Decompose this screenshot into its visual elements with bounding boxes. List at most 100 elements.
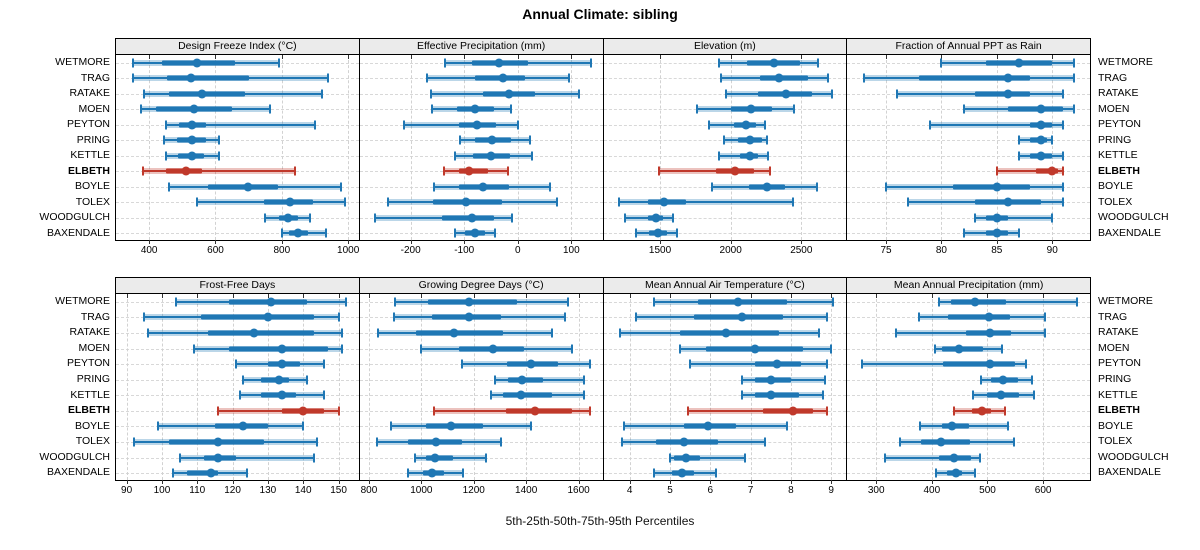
cap-95th: [743, 453, 746, 463]
vertical-gridline: [578, 294, 580, 480]
site-label-ratake: RATAKE: [1098, 87, 1139, 99]
panel-plot-1: 400 600 800 1000: [115, 54, 360, 256]
range-25-75-bar: [1035, 168, 1058, 174]
horizontal-gridline: [116, 155, 359, 157]
cap-95th: [1043, 328, 1046, 338]
cap-5th: [164, 120, 167, 130]
cap-5th: [171, 468, 174, 478]
cap-5th: [432, 182, 435, 192]
cap-95th: [763, 437, 766, 447]
cap-5th: [618, 197, 621, 207]
axis-tick-top: [876, 294, 878, 298]
range-5-95-line: [996, 170, 1064, 173]
median-dot: [277, 344, 287, 354]
cap-5th: [934, 344, 937, 354]
site-label-tolex: TOLEX: [1098, 435, 1133, 448]
axis-tick-top: [126, 294, 128, 298]
axis-tick: [801, 240, 803, 244]
panel-strip-title: Mean Annual Air Temperature (°C): [602, 277, 848, 294]
axis-tick-top: [886, 55, 888, 59]
cap-5th: [723, 135, 726, 145]
site-label-peyton: PEYTON: [67, 357, 110, 370]
axis-tick-label: 400: [140, 245, 158, 256]
horizontal-gridline: [847, 217, 1090, 219]
range-25-75-bar: [919, 75, 1031, 81]
cap-5th: [238, 390, 241, 400]
site-label-moen: MOEN: [78, 341, 111, 354]
site-label-woodgulch: WOODGULCH: [39, 211, 110, 223]
median-dot: [487, 135, 497, 145]
axis-tick-label: 1000: [337, 245, 360, 256]
vertical-gridline: [348, 55, 350, 240]
site-label-tolex: TOLEX: [75, 435, 110, 448]
horizontal-gridline: [116, 233, 359, 235]
axis-tick-top: [801, 55, 803, 59]
axis-tick-top: [578, 294, 580, 298]
cap-5th: [907, 197, 910, 207]
cap-5th: [937, 297, 940, 307]
axis-tick-top: [410, 55, 412, 59]
vertical-gridline: [987, 294, 989, 480]
cap-95th: [494, 228, 497, 238]
cap-95th: [313, 120, 316, 130]
vertical-gridline: [750, 294, 752, 480]
cap-5th: [695, 104, 698, 114]
median-dot: [478, 182, 488, 192]
cap-95th: [1073, 58, 1076, 68]
cap-95th: [1073, 104, 1076, 114]
horizontal-gridline: [603, 233, 847, 235]
panel-strip-title: Mean Annual Precipitation (mm): [846, 277, 1091, 294]
cap-95th: [305, 375, 308, 385]
median-dot: [238, 421, 248, 431]
axis-tick: [931, 480, 933, 484]
horizontal-gridline: [603, 379, 847, 381]
figure-caption: 5th-25th-50th-75th-95th Percentiles: [505, 514, 695, 528]
cap-5th: [973, 213, 976, 223]
cap-95th: [826, 359, 829, 369]
median-dot: [772, 359, 782, 369]
vertical-gridline: [571, 55, 573, 240]
axis-tick-top: [1052, 55, 1054, 59]
axis-tick: [996, 240, 998, 244]
cap-95th: [818, 328, 821, 338]
site-label-ratake: RATAKE: [69, 326, 110, 339]
range-25-75-bar: [200, 314, 314, 320]
cap-5th: [235, 359, 238, 369]
cap-5th: [390, 421, 393, 431]
median-dot: [1003, 197, 1013, 207]
cap-5th: [929, 120, 932, 130]
cap-5th: [430, 89, 432, 99]
cap-5th: [741, 375, 744, 385]
axis-tick-label: 1600: [567, 485, 590, 496]
axis-tick: [281, 240, 283, 244]
site-label-ratake: RATAKE: [1098, 326, 1139, 339]
site-label-woodgulch: WOODGULCH: [39, 450, 110, 463]
cap-95th: [528, 135, 531, 145]
median-dot: [472, 120, 482, 130]
panel-plot-7: 4 5 6 7 8 9: [602, 293, 848, 496]
median-dot: [651, 213, 661, 223]
median-dot: [703, 421, 713, 431]
vertical-gridline: [996, 55, 998, 240]
median-dot: [504, 89, 514, 99]
cap-95th: [1062, 151, 1065, 161]
cap-5th: [143, 312, 146, 322]
axis-tick-label: 90: [121, 485, 133, 496]
axis-tick: [750, 480, 752, 484]
site-label-wetmore: WETMORE: [1098, 295, 1153, 307]
panel-plot-2: -200 -100 0 100: [358, 54, 604, 256]
site-label-boyle: BOYLE: [1098, 180, 1134, 192]
axis-tick-label: 1400: [515, 485, 538, 496]
range-5-95-line: [688, 409, 828, 412]
cap-95th: [817, 58, 820, 68]
cap-95th: [826, 312, 829, 322]
cap-95th: [1004, 406, 1007, 416]
site-label-pring: PRING: [76, 133, 110, 146]
median-dot: [449, 328, 459, 338]
axis-tick: [629, 480, 631, 484]
cap-95th: [323, 390, 326, 400]
range-25-75-bar: [942, 361, 1016, 367]
cap-5th: [132, 437, 135, 447]
range-25-75-bar: [167, 75, 249, 81]
panel-strip-title: Growing Degree Days (°C): [358, 277, 604, 294]
